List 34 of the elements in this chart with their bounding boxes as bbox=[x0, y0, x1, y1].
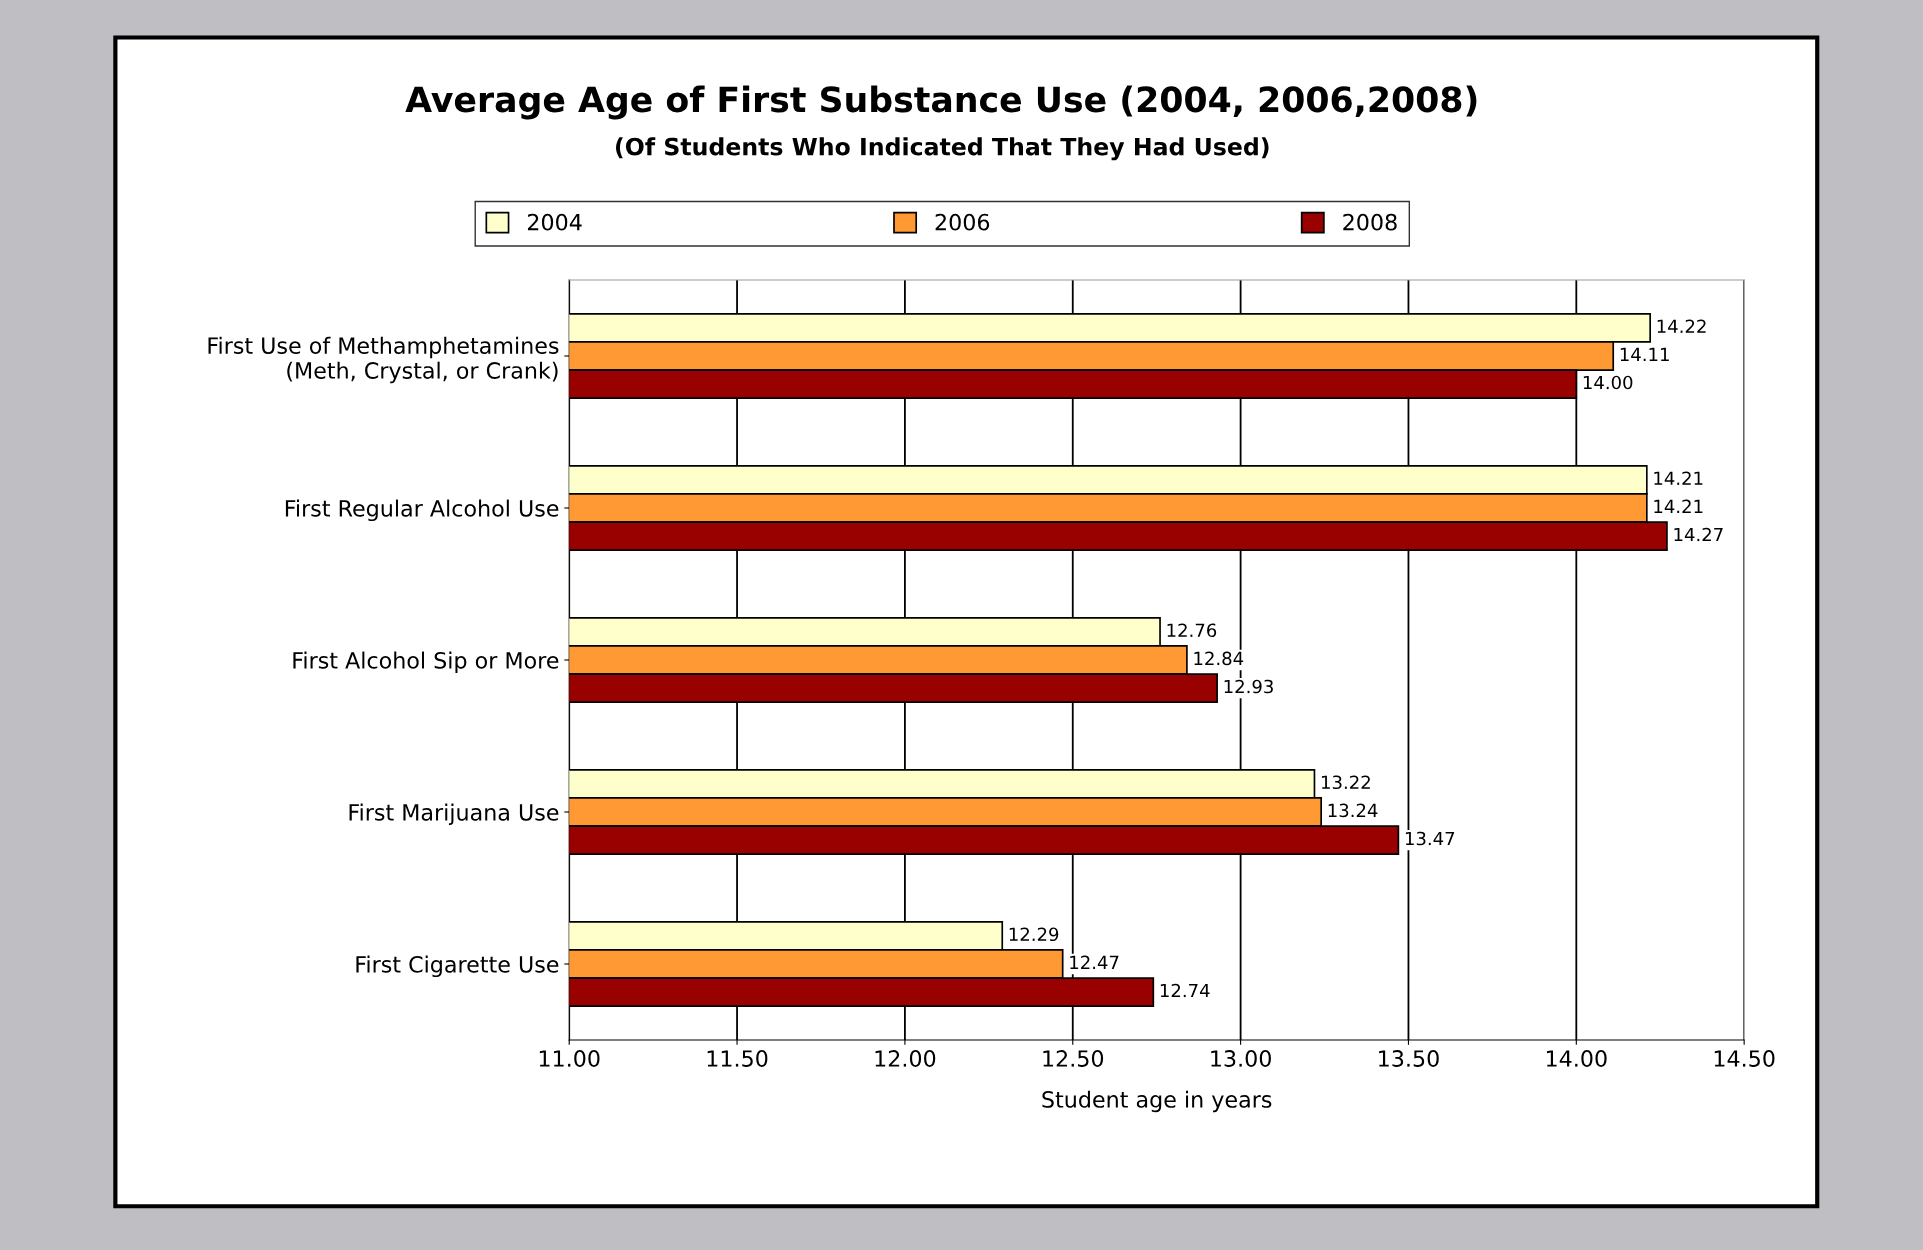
x-tick-label: 14.50 bbox=[1714, 1050, 1775, 1067]
x-tick-label: 12.00 bbox=[875, 1050, 936, 1067]
data-label: 14.22 bbox=[1657, 319, 1706, 333]
legend-label: 2008 bbox=[1343, 213, 1397, 231]
x-tick-label: 13.00 bbox=[1211, 1050, 1271, 1067]
x-tick-label: 12.50 bbox=[1043, 1050, 1104, 1067]
data-label: 12.29 bbox=[1009, 927, 1059, 942]
data-label: 14.21 bbox=[1654, 471, 1703, 485]
y-tick-label: First Marijuana Use bbox=[349, 803, 559, 826]
data-label: 14.00 bbox=[1583, 375, 1633, 390]
legend-label: 2004 bbox=[527, 213, 582, 231]
y-tick-label: First Use of Methamphetamines (Meth, Crystal, or Crank) bbox=[208, 336, 559, 384]
data-label: 12.74 bbox=[1160, 983, 1210, 998]
data-label: 12.93 bbox=[1224, 679, 1273, 694]
y-tick-label: First Cigarette Use bbox=[356, 955, 559, 978]
data-label: 13.22 bbox=[1322, 775, 1370, 790]
data-label: 12.76 bbox=[1167, 623, 1217, 638]
data-label: 14.27 bbox=[1674, 527, 1723, 542]
x-axis-title: Student age in years bbox=[1042, 1090, 1272, 1113]
data-label: 14.11 bbox=[1620, 347, 1669, 361]
data-label: 13.47 bbox=[1405, 831, 1455, 846]
x-tick-label: 13.50 bbox=[1379, 1050, 1439, 1067]
x-tick-label: 11.50 bbox=[707, 1050, 768, 1067]
chart-title: Average Age of First Substance Use (2004, 2006,2008) bbox=[405, 85, 1477, 120]
x-tick-label: 11.00 bbox=[539, 1050, 600, 1067]
data-label: 13.24 bbox=[1328, 803, 1378, 818]
chart-subtitle: (Of Students Who Indicated That They Had Used) bbox=[616, 137, 1269, 161]
data-label: 12.47 bbox=[1070, 955, 1119, 969]
data-label: 12.84 bbox=[1194, 651, 1244, 666]
y-tick-label: First Regular Alcohol Use bbox=[285, 499, 559, 522]
x-tick-label: 14.00 bbox=[1546, 1050, 1607, 1067]
legend-label: 2006 bbox=[935, 213, 990, 231]
data-label: 14.21 bbox=[1654, 499, 1703, 513]
y-tick-label: First Alcohol Sip or More bbox=[293, 651, 559, 674]
